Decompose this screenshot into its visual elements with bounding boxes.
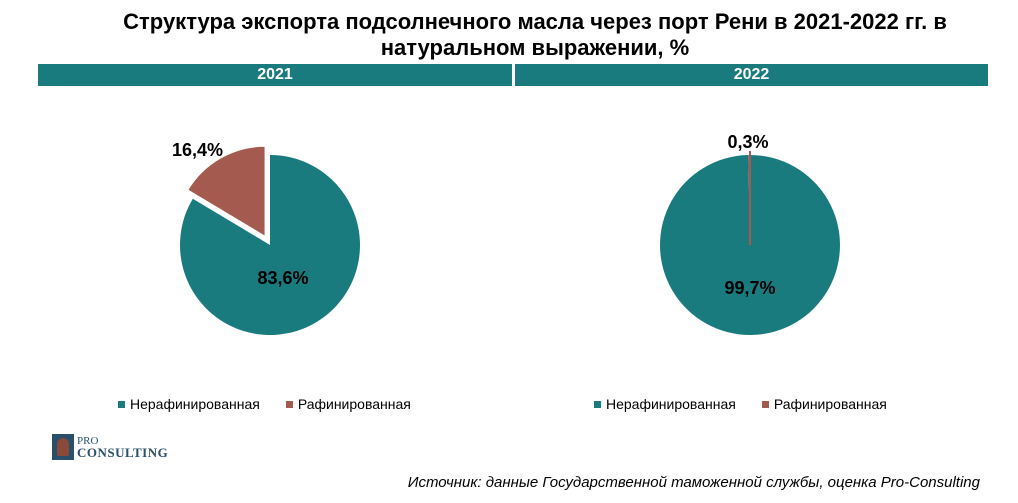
legend-label-unrefined: Нерафинированная xyxy=(130,396,260,412)
year-header-2021: 2021 xyxy=(38,64,512,86)
chart-title: Структура экспорта подсолнечного масла ч… xyxy=(123,9,947,60)
data-label-unrefined: 99,7% xyxy=(724,278,775,298)
logo-icon xyxy=(52,434,74,460)
legend-item-unrefined: Нерафинированная xyxy=(594,394,736,414)
pie-slice-refined xyxy=(187,145,266,238)
legend-item-refined: Рафинированная xyxy=(285,394,411,414)
pie-slice-unrefined xyxy=(659,155,840,336)
year-header-2022: 2022 xyxy=(515,64,988,86)
data-label-refined: 16,4% xyxy=(172,140,223,160)
source-note: Источник: данные Государственной таможен… xyxy=(407,474,980,491)
data-label-unrefined: 83,6% xyxy=(257,268,308,288)
pie-chart-2022: 99,7% 0,3% xyxy=(659,132,840,336)
legend-label-refined: Рафинированная xyxy=(773,396,887,412)
legend-swatch-refined xyxy=(761,400,769,408)
pie-slice-unrefined xyxy=(179,155,360,335)
legend-item-unrefined: Нерафинированная xyxy=(118,394,260,414)
legend-2021: Нерафинированная Рафинированная xyxy=(118,394,411,414)
data-label-refined: 0,3% xyxy=(727,132,768,152)
legend-swatch-unrefined xyxy=(594,400,601,408)
legend-swatch-unrefined xyxy=(118,400,125,408)
legend-2022: Нерафинированная Рафинированная xyxy=(594,394,887,414)
pie-chart-2021: 83,6% 16,4% xyxy=(172,140,360,335)
legend-label-unrefined: Нерафинированная xyxy=(606,396,736,412)
legend-label-refined: Рафинированная xyxy=(297,396,411,412)
pro-consulting-logo: PRO CONSULTING xyxy=(52,432,168,462)
legend-swatch-refined xyxy=(285,400,293,408)
legend-item-refined: Рафинированная xyxy=(761,394,887,414)
